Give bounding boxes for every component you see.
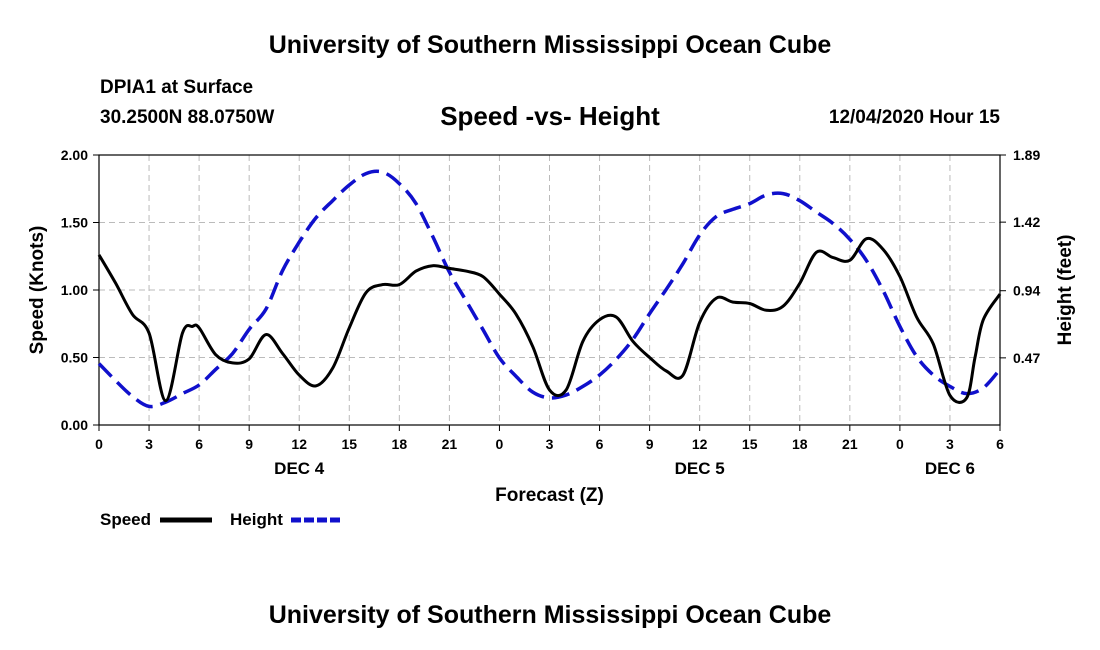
y-tick-label: 1.00 — [61, 282, 88, 298]
y2-tick-label: 0.94 — [1013, 283, 1040, 299]
station-coordinates: 30.2500N 88.0750W — [100, 107, 275, 128]
x-axis-label: Forecast (Z) — [495, 485, 604, 506]
station-label: DPIA1 at Surface — [100, 77, 254, 98]
speed-series-line — [97, 236, 1002, 404]
x-tick-label: 21 — [442, 436, 458, 452]
x-tick-label: 15 — [742, 436, 758, 452]
x-tick-label: 3 — [946, 436, 954, 452]
chart-title: Speed -vs- Height — [440, 101, 660, 131]
series-lines — [97, 169, 1002, 409]
x-tick-label: 0 — [496, 436, 504, 452]
x-tick-label: 12 — [692, 436, 708, 452]
y-tick-label: 2.00 — [61, 147, 88, 163]
y2-tick-label: 1.42 — [1013, 214, 1040, 230]
x-tick-label: 15 — [341, 436, 357, 452]
y2-tick-label: 1.89 — [1013, 147, 1040, 163]
x-tick-label: 3 — [145, 436, 153, 452]
x-tick-label: 0 — [896, 436, 904, 452]
y2-axis-label: Height (feet) — [1055, 235, 1076, 346]
footer-title: University of Southern Mississippi Ocean… — [268, 601, 832, 629]
forecast-datetime: 12/04/2020 Hour 15 — [828, 107, 1000, 128]
legend: Speed Height — [100, 510, 343, 529]
day-label: DEC 6 — [925, 459, 975, 478]
y2-tick-label: 0.47 — [1013, 350, 1040, 366]
height-series-line — [97, 169, 1002, 409]
x-tick-label: 18 — [792, 436, 808, 452]
page-title: University of Southern Mississippi Ocean… — [268, 31, 832, 59]
x-tick-label: 0 — [95, 436, 103, 452]
axis-ticks: 0 3 6 9 12 15 18 21 0 3 6 9 12 15 18 21 0 3 6 0.00 0.50 1.00 1… — [61, 147, 1041, 478]
x-tick-label: 6 — [596, 436, 604, 452]
y-tick-label: 1.50 — [61, 215, 88, 231]
y-tick-label: 0.00 — [61, 417, 88, 433]
x-tick-label: 6 — [996, 436, 1004, 452]
x-tick-label: 12 — [291, 436, 307, 452]
x-tick-label: 6 — [195, 436, 203, 452]
y-axis-label: Speed (Knots) — [27, 226, 48, 355]
x-tick-label: 18 — [392, 436, 408, 452]
legend-speed-label: Speed — [100, 510, 151, 529]
grid-lines — [99, 155, 1000, 425]
legend-height-label: Height — [230, 510, 283, 529]
x-tick-label: 9 — [646, 436, 654, 452]
x-tick-label: 3 — [546, 436, 554, 452]
y-tick-label: 0.50 — [61, 350, 88, 366]
day-label: DEC 5 — [675, 459, 725, 478]
x-tick-label: 9 — [245, 436, 253, 452]
x-tick-label: 21 — [842, 436, 858, 452]
day-label: DEC 4 — [274, 459, 325, 478]
